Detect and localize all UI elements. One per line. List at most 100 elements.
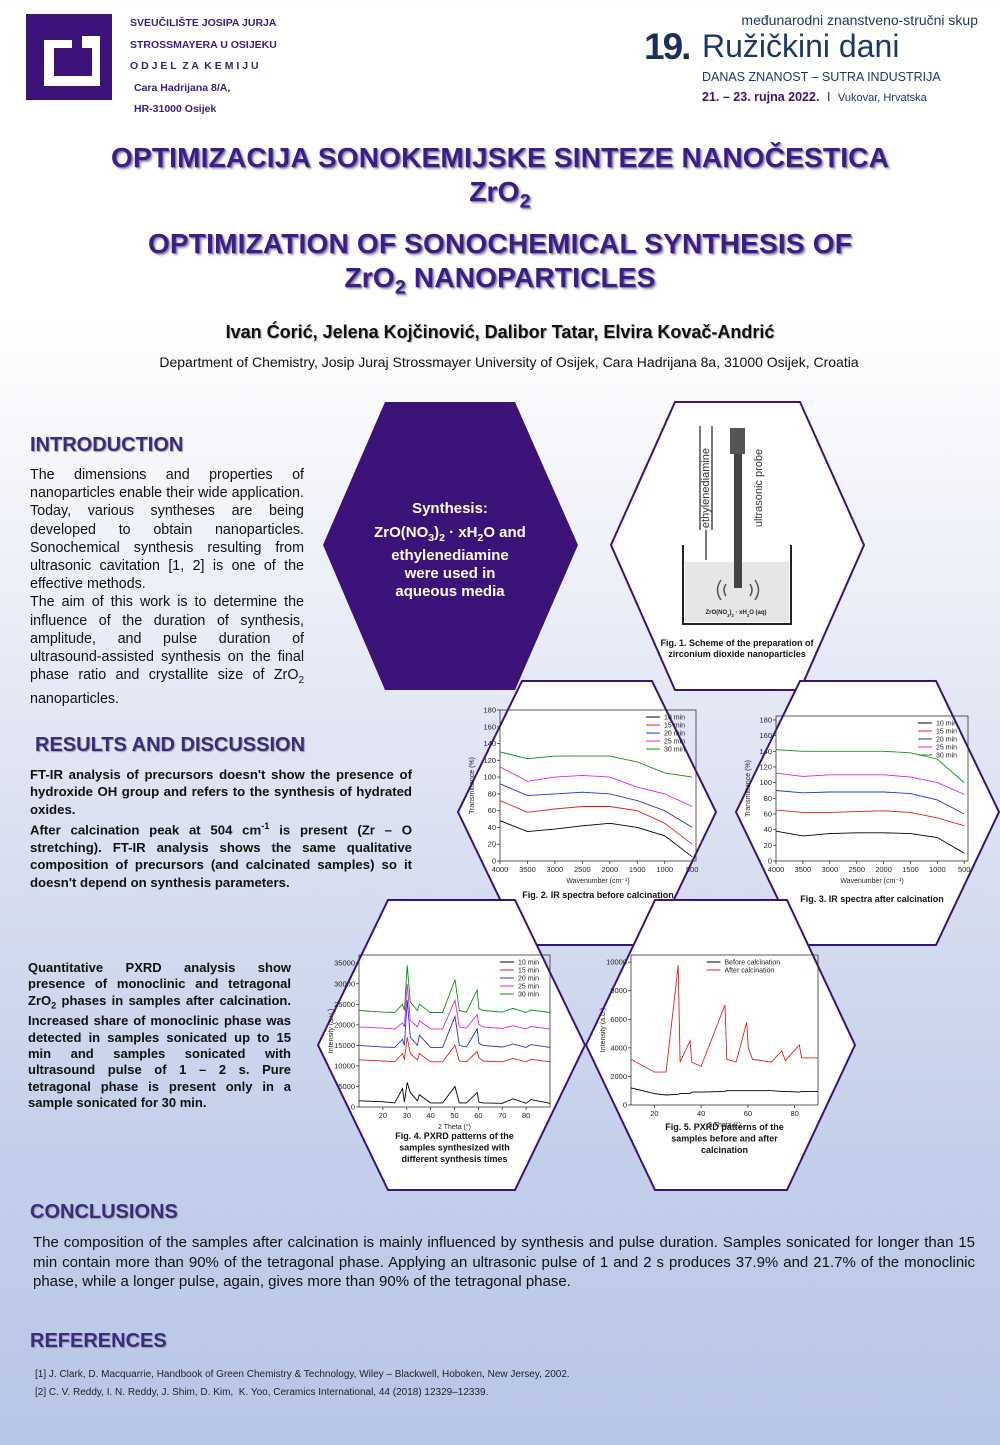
x-tick-label: 3000 [821, 865, 838, 874]
text-run: ZrO(NO [705, 610, 727, 616]
x-tick-label: 20 [650, 1109, 658, 1118]
plot-frame [775, 715, 969, 862]
text-run: ) [729, 610, 731, 616]
conference-number: 19. [644, 26, 691, 67]
paragraph: The dimensions and properties of nanopar… [30, 466, 304, 593]
x-tick-label: 3500 [519, 865, 536, 874]
conference-motto: DANAS ZNANOST – SUTRA INDUSTRIJA [702, 70, 941, 84]
x-tick-label: 2500 [848, 865, 865, 874]
y-tick-label: 6000 [610, 1015, 627, 1024]
paragraph: After calcination peak at 504 cm-1 is pr… [30, 818, 412, 891]
y-tick-label: 80 [764, 794, 772, 803]
x-tick-label: 2500 [574, 865, 591, 874]
y-tick-label: 4000 [610, 1043, 627, 1052]
x-axis-label: 2 Theta (°) [438, 1123, 471, 1131]
paragraph: The aim of this work is to determine the… [30, 593, 304, 708]
conference: međunarodni znanstveno-stručni skup 19. … [644, 12, 978, 104]
solution-label: ZrO(NO3)2 · xH2O (aq) [705, 610, 766, 618]
conference-place: Vukovar, Hrvatska [837, 92, 927, 104]
y-tick-label: 160 [483, 722, 496, 731]
probe-head [730, 428, 745, 454]
title-en: OPTIMIZATION OF SONOCHEMICAL SYNTHESIS O… [40, 228, 960, 300]
university-line: HR-31000 Osijek [134, 103, 217, 115]
text-run: Synthesis: [412, 500, 488, 517]
affiliation: Department of Chemistry, Josip Juraj Str… [159, 354, 859, 370]
y-tick-label: 8000 [610, 986, 627, 995]
figure-caption: samples before and after [671, 1134, 778, 1144]
y-tick-label: 10000 [606, 958, 627, 967]
supscript: -1 [261, 821, 270, 832]
synthesis-line: were used in [340, 565, 560, 583]
x-tick-label: 20 [379, 1111, 387, 1120]
university-line: SVEUČILIŠTE JOSIPA JURJA [130, 17, 277, 29]
x-axis-label: Wavenumber (cm⁻¹) [840, 878, 903, 885]
y-tick-label: 100 [759, 778, 772, 787]
logo [26, 14, 112, 100]
figure-caption: samples synthesized with [399, 1143, 510, 1153]
x-axis-label: 2 Theta (°) [708, 1121, 741, 1129]
y-tick-label: 5000 [338, 1082, 355, 1091]
text-run: O and [483, 524, 526, 541]
synthesis-line: ethylenediamine [340, 547, 560, 565]
figure-caption: different synthesis times [401, 1154, 507, 1164]
x-tick-label: 1500 [902, 865, 919, 874]
y-axis-label: Intensity (a.u.) [600, 1008, 607, 1052]
legend-label: 30 min [518, 992, 539, 999]
y-tick-label: 10000 [334, 1061, 355, 1070]
series-line [775, 809, 965, 827]
y-tick-label: 15000 [334, 1041, 355, 1050]
text-run: phases in samples after calcination. Inc… [28, 992, 291, 1110]
section-heading: REFERENCES [30, 1330, 167, 1352]
reference: [1] J. Clark, D. Macquarrie, Handbook of… [35, 1369, 570, 1380]
text-run: ZrO [469, 176, 520, 207]
x-tick-label: 4000 [492, 865, 509, 874]
subscript: 2 [477, 532, 484, 544]
y-tick-label: 0 [351, 1103, 355, 1112]
synthesis-text: Synthesis: ZrO(NO3)2 · xH2O and ethylene… [340, 500, 560, 601]
y-tick-label: 160 [759, 731, 772, 740]
y-tick-label: 35000 [334, 959, 355, 968]
text-run: ZrO [344, 262, 395, 293]
y-tick-label: 80 [488, 789, 496, 798]
text-run: · xH [734, 610, 747, 616]
section-heading: RESULTS AND DISCUSSION [35, 734, 306, 756]
logo-mark [44, 36, 100, 86]
y-tick-label: 120 [483, 756, 496, 765]
text-run: were used in [404, 565, 496, 582]
y-tick-label: 20 [764, 841, 772, 850]
synthesis-line: aqueous media [340, 583, 560, 601]
x-tick-label: 80 [790, 1109, 798, 1118]
series-line [358, 1000, 551, 1048]
x-tick-label: 1000 [929, 865, 946, 874]
x-tick-label: 500 [686, 865, 699, 874]
university: SVEUČILIŠTE JOSIPA JURJA STROSSMAYERA U … [130, 13, 277, 121]
text-run: OPTIMIZACIJA SONOKEMIJSKE SINTEZE NANOČE… [110, 142, 890, 173]
introduction-text: The dimensions and properties of nanopar… [30, 466, 304, 709]
legend-label: Before calcination [725, 960, 781, 967]
text-run: nanoparticles. [30, 691, 120, 708]
series-line [499, 766, 693, 807]
subscript: 3 [727, 613, 730, 618]
figure-caption: Fig. 3. IR spectra after calcination [800, 894, 944, 904]
legend-label: 25 min [518, 984, 539, 991]
plot-frame [630, 954, 819, 1106]
y-tick-label: 20 [488, 840, 496, 849]
text-run: NANOPARTICLES [405, 262, 656, 293]
university-line: Cara Hadrijana 8/A, [134, 81, 231, 94]
y-tick-label: 0 [492, 857, 496, 866]
legend-label: 10 min [664, 715, 685, 722]
series-line [775, 772, 965, 795]
series-line [499, 820, 693, 858]
text-run: The aim of this work is to determine the… [30, 594, 304, 684]
x-tick-label: 80 [522, 1111, 530, 1120]
probe-rod [734, 454, 742, 588]
text-run: After calcination peak at 504 cm [30, 822, 262, 838]
university-line: O D J E L Z A K E M I J U [130, 60, 259, 72]
synthesis-line: ZrO(NO3)2 · xH2O and [340, 524, 560, 547]
plot-frame [499, 709, 697, 862]
x-tick-label: 60 [744, 1109, 752, 1118]
university-line: STROSSMAYERA U OSIJEKU [130, 38, 277, 51]
y-axis-label: Intensity (a.u.) [328, 1009, 335, 1053]
